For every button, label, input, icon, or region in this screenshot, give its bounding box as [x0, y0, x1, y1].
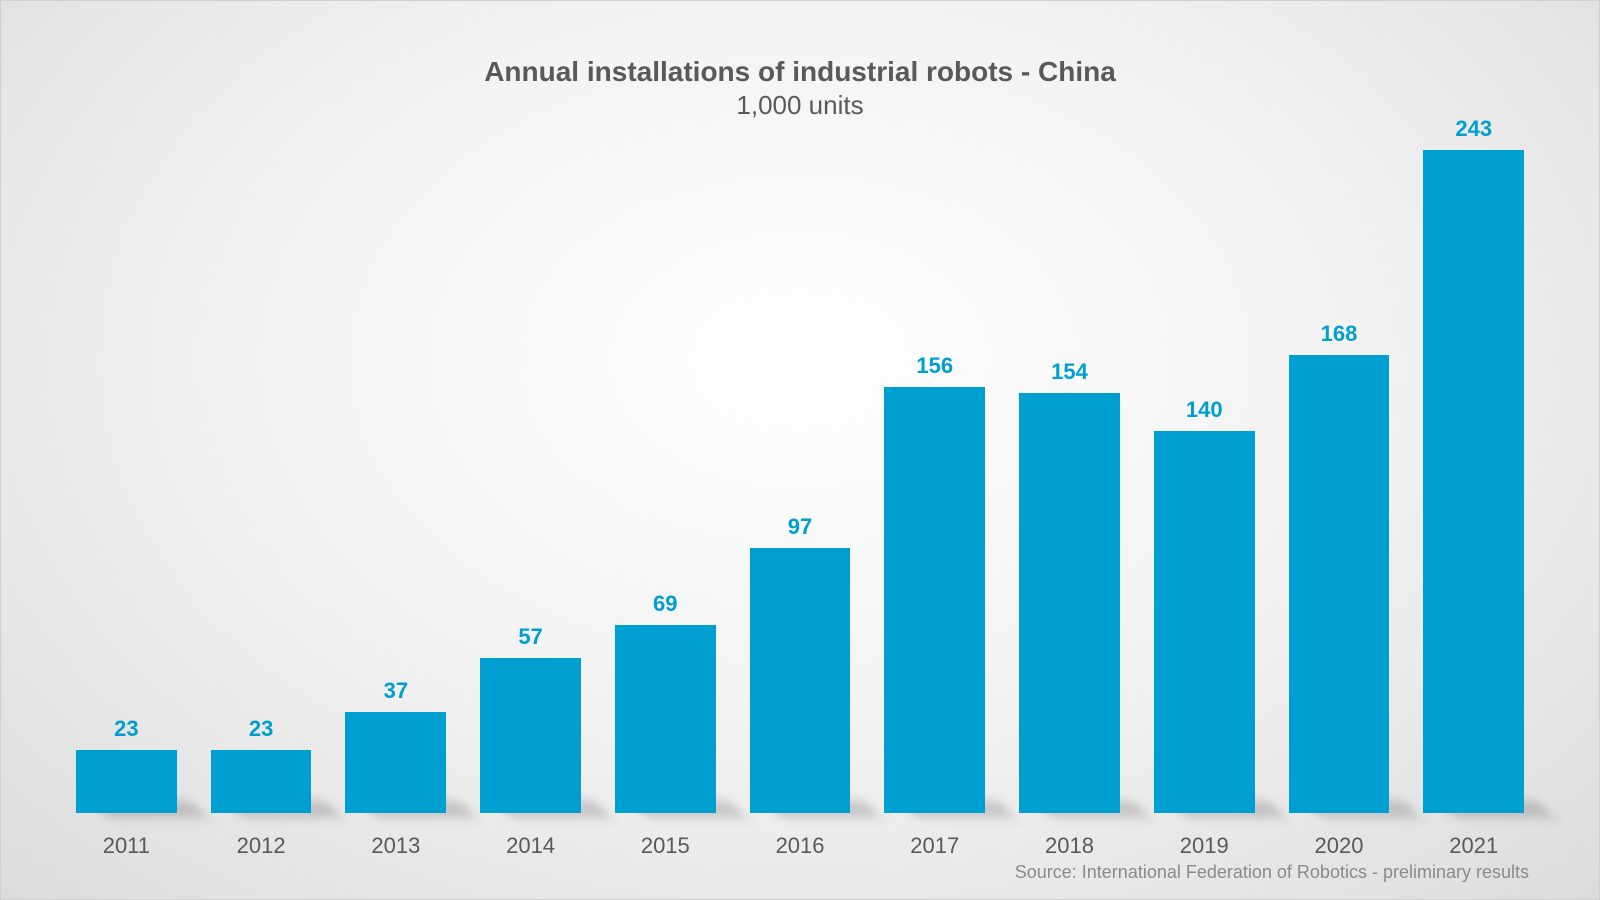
bar-wrap: 69	[615, 131, 716, 813]
bar: 69	[615, 625, 716, 813]
value-label: 140	[1186, 397, 1223, 423]
chart-container: Annual installations of industrial robot…	[0, 0, 1600, 900]
bar-wrap: 140	[1154, 131, 1255, 813]
bar-group: 140 2019	[1154, 131, 1255, 859]
value-label: 23	[114, 716, 138, 742]
bar-fill	[750, 548, 851, 813]
bar-wrap: 168	[1289, 131, 1390, 813]
bar-fill	[1019, 393, 1120, 813]
value-label: 23	[249, 716, 273, 742]
chart-title: Annual installations of industrial robot…	[56, 56, 1544, 88]
value-label: 168	[1321, 321, 1358, 347]
bar: 37	[345, 712, 446, 813]
category-label: 2014	[506, 833, 555, 859]
bar: 97	[750, 548, 851, 813]
bar-wrap: 23	[211, 131, 312, 813]
chart-subtitle: 1,000 units	[56, 90, 1544, 121]
category-label: 2015	[641, 833, 690, 859]
bar: 23	[211, 750, 312, 813]
bar-wrap: 37	[345, 131, 446, 813]
bar: 140	[1154, 431, 1255, 813]
bar: 156	[884, 387, 985, 813]
bar-fill	[615, 625, 716, 813]
bar-group: 243 2021	[1423, 131, 1524, 859]
category-label: 2021	[1449, 833, 1498, 859]
source-text: Source: International Federation of Robo…	[1015, 862, 1529, 883]
bar-wrap: 57	[480, 131, 581, 813]
bar-group: 69 2015	[615, 131, 716, 859]
bar-group: 23 2011	[76, 131, 177, 859]
value-label: 154	[1051, 359, 1088, 385]
bar-wrap: 97	[750, 131, 851, 813]
bar-group: 168 2020	[1289, 131, 1390, 859]
category-label: 2020	[1315, 833, 1364, 859]
bar-fill	[1289, 355, 1390, 813]
value-label: 97	[788, 514, 812, 540]
category-label: 2011	[103, 833, 150, 859]
bar: 243	[1423, 150, 1524, 813]
value-label: 156	[916, 353, 953, 379]
category-label: 2017	[910, 833, 959, 859]
value-label: 57	[518, 624, 542, 650]
bar-group: 97 2016	[750, 131, 851, 859]
bar-fill	[480, 658, 581, 813]
bar-group: 156 2017	[884, 131, 985, 859]
bar-fill	[1423, 150, 1524, 813]
category-label: 2012	[237, 833, 286, 859]
bar-wrap: 154	[1019, 131, 1120, 813]
bar-group: 57 2014	[480, 131, 581, 859]
bar-group: 154 2018	[1019, 131, 1120, 859]
bar: 154	[1019, 393, 1120, 813]
bar-fill	[211, 750, 312, 813]
plot-area: 23 2011 23 2012 37 2013 57 2014 69 2015 97 2016 156 2…	[56, 131, 1544, 859]
bar-wrap: 243	[1423, 131, 1524, 813]
category-label: 2016	[776, 833, 825, 859]
bar-fill	[76, 750, 177, 813]
category-label: 2018	[1045, 833, 1094, 859]
title-block: Annual installations of industrial robot…	[56, 56, 1544, 121]
bar-wrap: 156	[884, 131, 985, 813]
bar-fill	[884, 387, 985, 813]
value-label: 37	[384, 678, 408, 704]
value-label: 243	[1455, 116, 1492, 142]
bar: 23	[76, 750, 177, 813]
bar-fill	[345, 712, 446, 813]
bar-group: 23 2012	[211, 131, 312, 859]
bar-fill	[1154, 431, 1255, 813]
category-label: 2013	[371, 833, 420, 859]
value-label: 69	[653, 591, 677, 617]
bar-group: 37 2013	[345, 131, 446, 859]
category-label: 2019	[1180, 833, 1229, 859]
bar-wrap: 23	[76, 131, 177, 813]
bar: 57	[480, 658, 581, 813]
bar: 168	[1289, 355, 1390, 813]
